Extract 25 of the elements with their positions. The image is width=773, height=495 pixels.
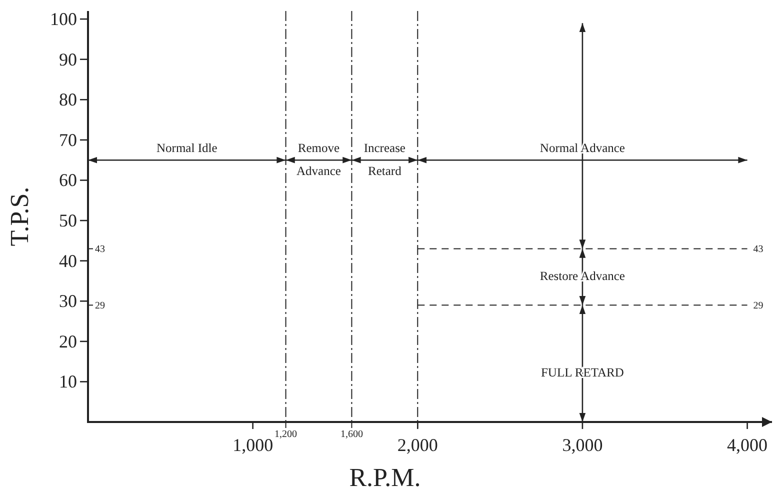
ref-line-label: 1,200 — [274, 429, 298, 440]
x-axis-title: R.P.M. — [349, 463, 421, 492]
y-tick-label: 10 — [59, 372, 77, 392]
annotation: Increase Retard — [364, 141, 406, 178]
y-tick-label: 80 — [59, 90, 77, 110]
x-tick-label: 3,000 — [562, 435, 603, 455]
y-tick-label: 20 — [59, 331, 77, 352]
x-tick-label: 1,000 — [232, 435, 274, 455]
ref-line-label: 29 — [753, 300, 764, 312]
y-tick-label: 30 — [59, 291, 77, 312]
y-tick-label: 70 — [59, 130, 77, 150]
annotation: Remove Advance — [296, 141, 342, 178]
ref-line-label: 1,600 — [340, 429, 363, 440]
y-axis-title: T.P.S. — [5, 186, 34, 246]
y-tick-label: 50 — [59, 210, 77, 231]
text: 43 — [95, 244, 105, 256]
y-tick-label: 60 — [59, 170, 77, 190]
ref-line-label: 43 — [753, 244, 764, 256]
y-tick-label: 100 — [50, 9, 77, 30]
y-tick-label: 90 — [59, 49, 77, 70]
text: 29 — [95, 300, 105, 312]
annotation: Normal Idle — [156, 141, 218, 156]
x-tick-label: 2,000 — [397, 435, 438, 455]
x-tick-label: 4,000 — [727, 435, 768, 455]
y-tick-label: 40 — [59, 250, 77, 271]
